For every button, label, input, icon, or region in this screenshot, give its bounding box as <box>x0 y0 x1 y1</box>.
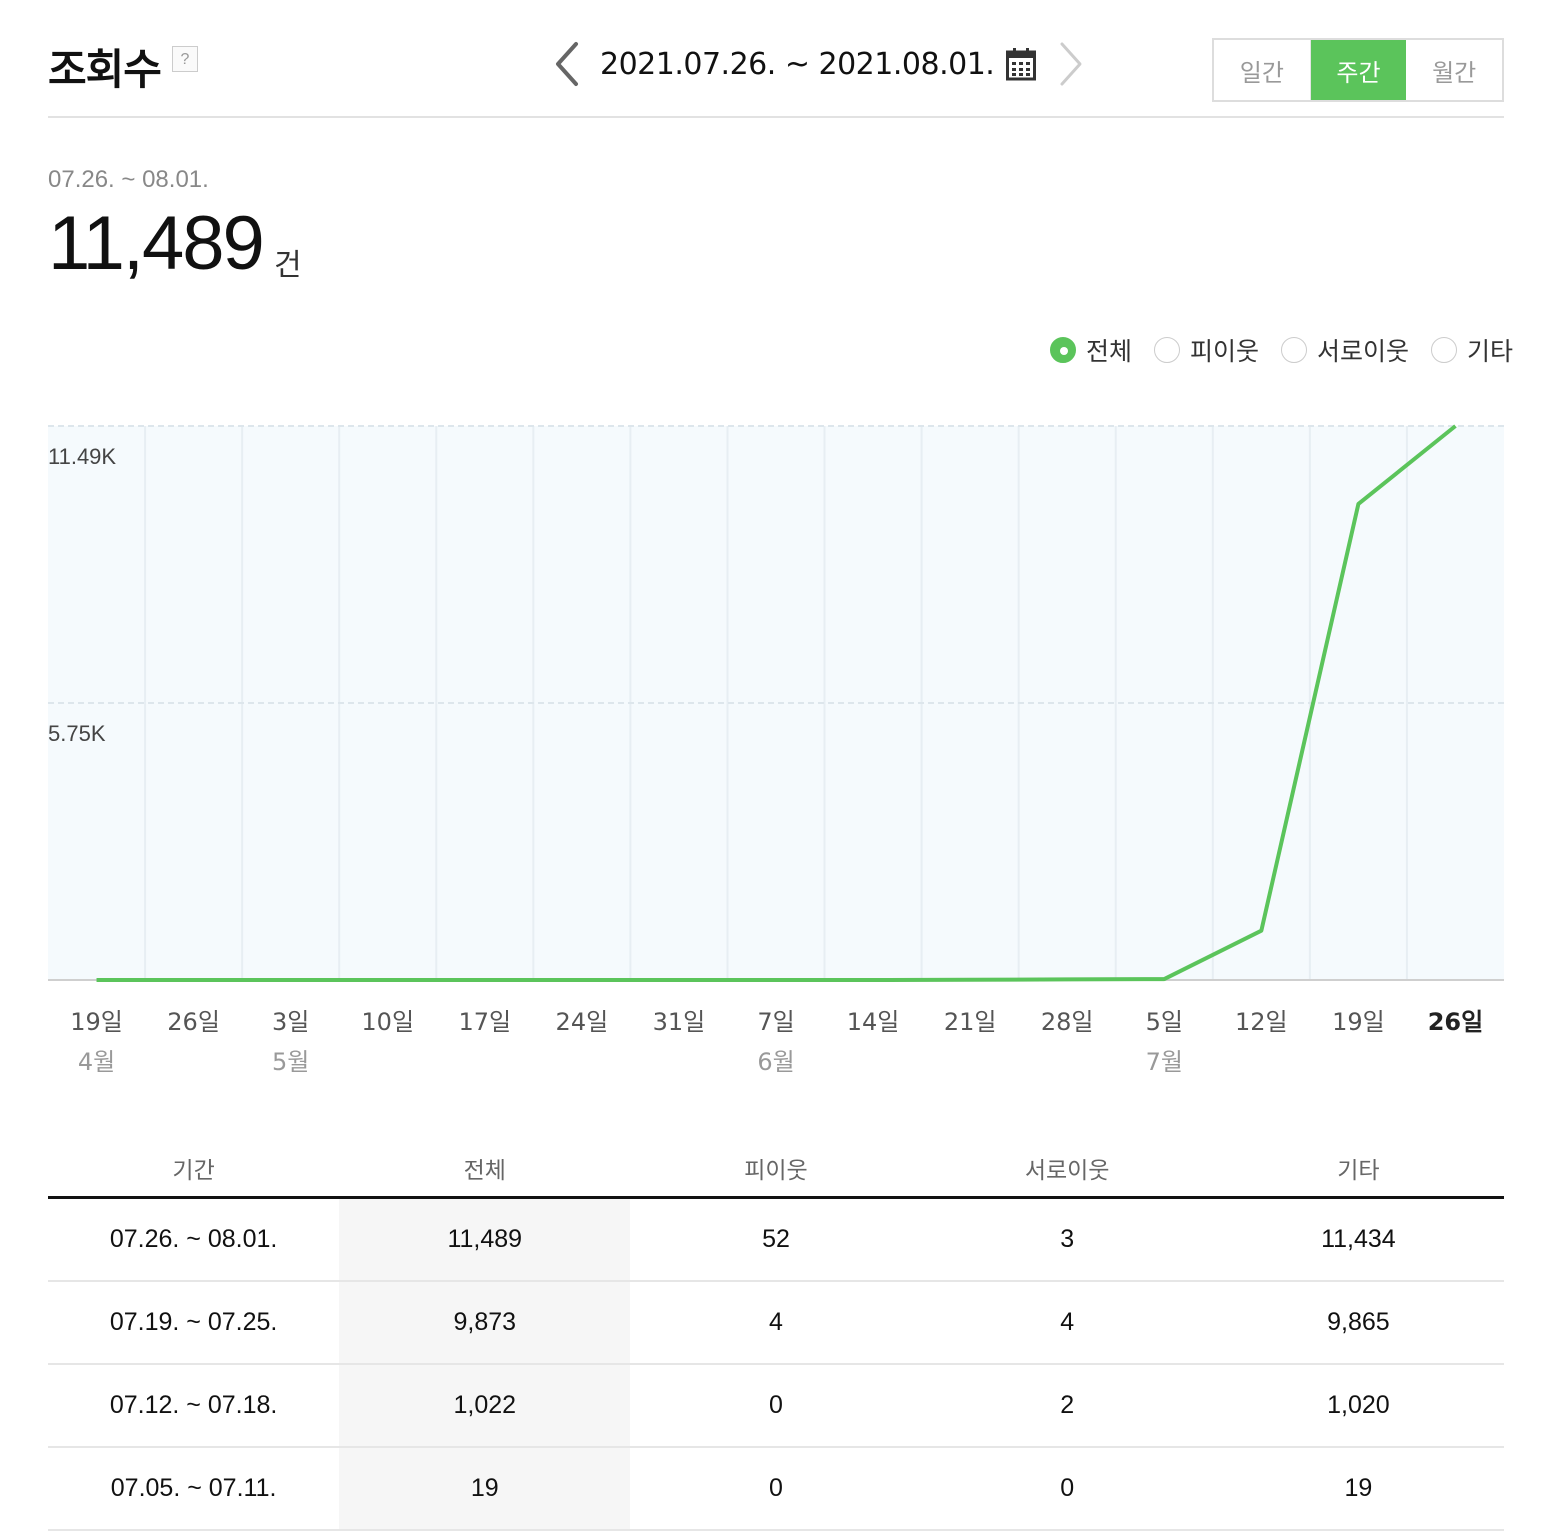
chevron-right-icon[interactable] <box>1046 36 1090 92</box>
column-header-total: 전체 <box>339 1140 631 1199</box>
cell-other: 11,434 <box>1212 1197 1504 1282</box>
x-month-label: 4월 <box>78 1048 115 1076</box>
filter-all[interactable]: 전체 <box>1050 332 1132 368</box>
filter-label: 기타 <box>1467 337 1514 366</box>
radio-icon[interactable] <box>1154 337 1181 363</box>
tab-daily[interactable]: 일간 <box>1239 58 1284 87</box>
visitor-filter: 전체 피이웃 서로이웃 기타 <box>1050 330 1513 370</box>
chevron-left-icon[interactable] <box>548 36 592 92</box>
cell-other: 9,865 <box>1212 1281 1504 1365</box>
table-row: 07.05. ~ 07.11. 19 0 0 19 <box>48 1447 1504 1531</box>
radio-selected-icon[interactable] <box>1050 337 1076 363</box>
filter-label: 피이웃 <box>1190 337 1260 366</box>
cell-neighbor: 0 <box>630 1447 922 1531</box>
column-header-mutual: 서로이웃 <box>921 1140 1213 1199</box>
cell-total: 19 <box>339 1447 631 1531</box>
plot-background <box>48 426 1504 980</box>
filter-label: 서로이웃 <box>1317 337 1410 366</box>
x-tick-label: 7일 <box>757 1008 794 1036</box>
cell-total: 9,873 <box>339 1281 631 1365</box>
cell-mutual: 4 <box>921 1281 1213 1365</box>
column-header-period: 기간 <box>48 1140 340 1199</box>
x-tick-label: 21일 <box>944 1008 997 1036</box>
cell-neighbor: 0 <box>630 1364 922 1448</box>
x-tick-label: 12일 <box>1235 1008 1288 1036</box>
cell-mutual: 3 <box>921 1197 1213 1282</box>
table-row: 07.12. ~ 07.18. 1,022 0 2 1,020 <box>48 1364 1504 1448</box>
cell-neighbor: 4 <box>630 1281 922 1365</box>
summary-unit: 건 <box>274 248 302 283</box>
cell-other: 19 <box>1212 1447 1504 1531</box>
x-tick-label: 24일 <box>556 1008 609 1036</box>
x-tick-label: 19일 <box>1332 1008 1385 1036</box>
cell-period: 07.05. ~ 07.11. <box>48 1447 340 1531</box>
x-tick-label: 5일 <box>1146 1008 1183 1036</box>
filter-mutual-neighbor[interactable]: 서로이웃 <box>1281 332 1409 368</box>
cell-period: 07.19. ~ 07.25. <box>48 1281 340 1365</box>
period-toggle: 일간 주간 월간 <box>1212 38 1504 102</box>
y-tick-label: 11.49K <box>48 444 116 469</box>
summary-range: 07.26. ~ 08.01. <box>48 166 209 193</box>
x-tick-label: 14일 <box>847 1008 900 1036</box>
column-header-neighbor: 피이웃 <box>630 1140 922 1199</box>
tab-monthly[interactable]: 월간 <box>1432 58 1477 87</box>
x-tick-label: 28일 <box>1041 1008 1094 1036</box>
calendar-icon[interactable] <box>1006 47 1037 81</box>
cell-mutual: 0 <box>921 1447 1213 1531</box>
x-month-label: 5월 <box>272 1048 309 1076</box>
help-icon[interactable]: ? <box>172 46 198 72</box>
cell-total: 11,489 <box>339 1197 631 1282</box>
date-navigator: 2021.07.26. ~ 2021.08.01. <box>548 36 1090 92</box>
x-tick-label: 26일 <box>1428 1008 1483 1036</box>
filter-other[interactable]: 기타 <box>1431 332 1513 368</box>
horizontal-gridlines <box>48 425 1504 704</box>
header-divider <box>48 116 1504 118</box>
column-header-other: 기타 <box>1212 1140 1504 1199</box>
views-line-chart: 11.49K 5.75K 19일 4월 26일 3일 5월 10일 17일 24일 31일 7일 6월… <box>48 424 1504 1076</box>
x-tick-label: 31일 <box>653 1008 706 1036</box>
table-header-row: 기간 전체 피이웃 서로이웃 기타 <box>48 1140 1504 1199</box>
filter-neighbor[interactable]: 피이웃 <box>1154 332 1259 368</box>
series-line-total <box>96 424 1457 982</box>
x-month-label: 6월 <box>757 1048 794 1076</box>
cell-neighbor: 52 <box>630 1197 922 1282</box>
cell-total: 1,022 <box>339 1364 631 1448</box>
weekly-stats-table: 기간 전체 피이웃 서로이웃 기타 07.26. ~ 08.01. 11,489 5… <box>48 1140 1504 1531</box>
date-range-label[interactable]: 2021.07.26. ~ 2021.08.01. <box>600 46 995 82</box>
cell-period: 07.26. ~ 08.01. <box>48 1197 340 1282</box>
x-tick-label: 10일 <box>361 1008 414 1036</box>
summary-total: 11,489 <box>48 201 265 286</box>
table-row: 07.19. ~ 07.25. 9,873 4 4 9,865 <box>48 1281 1504 1365</box>
table-row: 07.26. ~ 08.01. 11,489 52 3 11,434 <box>48 1197 1504 1282</box>
x-tick-label: 19일 <box>70 1008 123 1036</box>
page-title: 조회수 <box>48 45 162 94</box>
x-tick-label: 26일 <box>167 1008 220 1036</box>
cell-other: 1,020 <box>1212 1364 1504 1448</box>
cell-mutual: 2 <box>921 1364 1213 1448</box>
x-tick-label: 17일 <box>458 1008 511 1036</box>
radio-icon[interactable] <box>1431 337 1458 363</box>
cell-period: 07.12. ~ 07.18. <box>48 1364 340 1448</box>
tab-weekly[interactable]: 주간 <box>1309 40 1407 100</box>
y-tick-label: 5.75K <box>48 721 106 746</box>
radio-icon[interactable] <box>1281 337 1308 363</box>
x-tick-label: 3일 <box>272 1008 309 1036</box>
filter-label: 전체 <box>1086 337 1133 366</box>
x-month-label: 7월 <box>1146 1048 1183 1076</box>
